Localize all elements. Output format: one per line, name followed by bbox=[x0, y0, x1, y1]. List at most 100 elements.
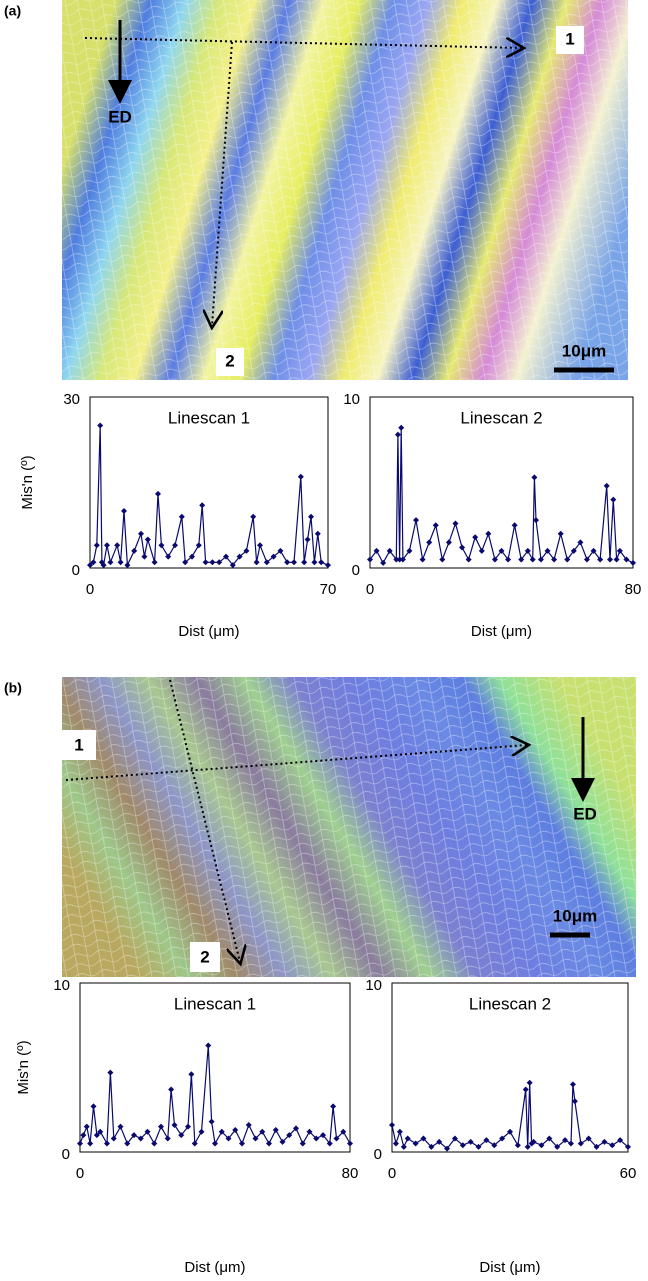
data-point bbox=[107, 1069, 114, 1076]
data-point bbox=[137, 1135, 144, 1142]
data-point bbox=[178, 513, 185, 520]
data-point bbox=[444, 1145, 451, 1152]
data-point bbox=[304, 536, 311, 543]
data-point bbox=[117, 559, 124, 566]
data-point bbox=[225, 1135, 232, 1142]
data-point bbox=[533, 517, 540, 524]
data-point bbox=[259, 1128, 266, 1135]
data-point bbox=[472, 534, 479, 541]
data-point bbox=[171, 1121, 178, 1128]
map-b bbox=[62, 677, 636, 977]
data-point bbox=[406, 547, 413, 554]
data-point bbox=[293, 1125, 299, 1132]
data-point bbox=[209, 559, 216, 566]
data-point bbox=[630, 559, 636, 566]
data-point bbox=[144, 536, 151, 543]
data-point bbox=[389, 1121, 395, 1128]
data-point bbox=[77, 1140, 83, 1147]
data-point bbox=[320, 1132, 326, 1139]
data-point bbox=[185, 1123, 191, 1130]
data-point bbox=[158, 1123, 164, 1130]
data-point bbox=[583, 556, 590, 563]
data-point bbox=[252, 1135, 259, 1142]
direction-label: ED bbox=[573, 804, 597, 823]
data-point bbox=[97, 1128, 104, 1135]
data-point bbox=[625, 1143, 631, 1150]
data-point bbox=[270, 553, 277, 560]
data-point bbox=[151, 1140, 158, 1147]
data-point bbox=[399, 556, 406, 563]
data-point bbox=[551, 556, 558, 563]
data-point bbox=[526, 1079, 533, 1086]
data-point bbox=[195, 542, 202, 549]
chart-title: Linescan 2 bbox=[460, 408, 542, 427]
data-point bbox=[609, 1142, 616, 1149]
data-point bbox=[570, 547, 577, 554]
data-point bbox=[367, 556, 373, 563]
data-point bbox=[182, 559, 189, 566]
data-point bbox=[87, 1140, 94, 1147]
data-point bbox=[257, 542, 263, 549]
data-point bbox=[205, 1042, 212, 1049]
data-point bbox=[428, 1143, 435, 1150]
data-point bbox=[158, 542, 165, 549]
direction-label: ED bbox=[108, 107, 132, 126]
data-point bbox=[491, 556, 498, 563]
x-axis-label: Dist (μm) bbox=[471, 623, 532, 640]
data-point bbox=[311, 559, 318, 566]
data-point bbox=[571, 1098, 578, 1105]
data-point bbox=[253, 559, 260, 566]
data-point bbox=[562, 1137, 569, 1144]
data-point bbox=[451, 1135, 458, 1142]
panel-label: (a) bbox=[4, 3, 21, 19]
data-point bbox=[131, 1132, 137, 1139]
data-point bbox=[314, 530, 321, 537]
data-point bbox=[373, 547, 380, 554]
chart-title: Linescan 1 bbox=[168, 408, 250, 427]
data-point bbox=[313, 1135, 320, 1142]
x-axis-label: Dist (μm) bbox=[178, 623, 239, 640]
data-point bbox=[202, 559, 209, 566]
data-point bbox=[392, 1140, 399, 1147]
plot-frame bbox=[89, 396, 329, 569]
data-point bbox=[216, 559, 223, 566]
data-point bbox=[144, 1128, 151, 1135]
data-point bbox=[603, 482, 610, 489]
data-point bbox=[475, 1143, 482, 1150]
x-tick-label: 0 bbox=[388, 1165, 396, 1182]
data-point bbox=[459, 544, 466, 551]
line-label: 2 bbox=[225, 351, 234, 370]
data-point bbox=[393, 556, 400, 563]
data-point bbox=[380, 559, 387, 566]
data-point bbox=[593, 1143, 600, 1150]
data-point bbox=[330, 1103, 337, 1110]
data-point bbox=[483, 1137, 490, 1144]
data-point bbox=[107, 559, 114, 566]
data-point bbox=[485, 530, 492, 537]
data-point bbox=[606, 556, 613, 563]
data-point bbox=[452, 520, 459, 527]
data-point bbox=[277, 547, 284, 554]
x-tick-label: 80 bbox=[342, 1165, 359, 1182]
data-point bbox=[104, 542, 110, 549]
data-point bbox=[306, 1128, 313, 1135]
y-tick-label: 0 bbox=[374, 1146, 382, 1163]
data-point bbox=[617, 1137, 624, 1144]
data-point bbox=[301, 559, 308, 566]
chart-title: Linescan 2 bbox=[469, 994, 551, 1013]
data-point bbox=[189, 553, 195, 560]
y-tick-label: 0 bbox=[62, 1146, 70, 1163]
data-point bbox=[569, 1081, 576, 1088]
data-point bbox=[537, 556, 544, 563]
data-point bbox=[284, 559, 291, 566]
data-point bbox=[518, 556, 525, 563]
x-tick-label: 70 bbox=[320, 581, 337, 598]
y-tick-label: 0 bbox=[72, 562, 80, 579]
data-point bbox=[419, 556, 426, 563]
data-point bbox=[266, 1140, 272, 1147]
data-point bbox=[279, 1138, 286, 1145]
y-tick-label: 10 bbox=[365, 977, 382, 994]
data-point bbox=[124, 562, 131, 569]
y-axis-label: Mis'n (º) bbox=[19, 455, 36, 509]
data-point bbox=[87, 562, 93, 569]
